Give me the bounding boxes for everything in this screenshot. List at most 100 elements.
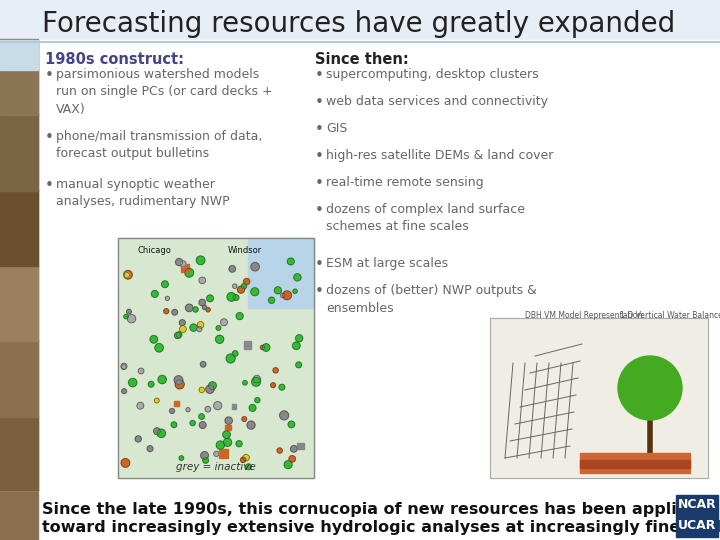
- Circle shape: [186, 304, 193, 312]
- Circle shape: [296, 335, 302, 342]
- Text: manual synoptic weather
analyses, rudimentary NWP: manual synoptic weather analyses, rudime…: [56, 178, 230, 208]
- Bar: [0, 416, 38, 492]
- Text: •: •: [315, 122, 324, 137]
- Circle shape: [283, 291, 292, 300]
- Text: Windsor: Windsor: [228, 246, 262, 255]
- Bar: [232, 404, 236, 408]
- Text: Since the late 1990s, this cornucopia of new resources has been applied: Since the late 1990s, this cornucopia of…: [42, 502, 699, 517]
- Circle shape: [151, 291, 158, 297]
- Text: •: •: [315, 95, 324, 110]
- Text: UCAR: UCAR: [678, 519, 716, 532]
- Circle shape: [127, 309, 131, 314]
- Circle shape: [243, 454, 249, 461]
- Circle shape: [243, 279, 250, 285]
- Circle shape: [253, 375, 261, 383]
- Text: dozens of (better) NWP outputs &
ensembles: dozens of (better) NWP outputs & ensembl…: [326, 284, 537, 314]
- Circle shape: [121, 363, 127, 369]
- Circle shape: [293, 289, 297, 293]
- Bar: [174, 401, 179, 406]
- Bar: [297, 443, 304, 449]
- Text: toward increasingly extensive hydrologic analyses at increasingly fine scales.: toward increasingly extensive hydrologic…: [42, 520, 720, 535]
- Circle shape: [148, 381, 154, 387]
- Circle shape: [246, 464, 251, 470]
- Circle shape: [284, 461, 292, 469]
- Circle shape: [289, 456, 295, 462]
- Circle shape: [157, 429, 166, 437]
- Circle shape: [214, 402, 222, 410]
- Text: NCAR: NCAR: [678, 498, 716, 511]
- Text: supercomputing, desktop clusters: supercomputing, desktop clusters: [326, 68, 539, 81]
- Circle shape: [274, 287, 282, 294]
- Text: 1980s construct:: 1980s construct:: [45, 52, 184, 67]
- Circle shape: [225, 417, 233, 424]
- Circle shape: [215, 335, 224, 343]
- Circle shape: [249, 404, 256, 411]
- Text: •: •: [315, 257, 324, 272]
- Text: •: •: [315, 284, 324, 299]
- Circle shape: [236, 441, 242, 447]
- Bar: [0, 114, 38, 191]
- Circle shape: [618, 356, 682, 420]
- Circle shape: [240, 457, 246, 462]
- Circle shape: [163, 309, 168, 314]
- Circle shape: [271, 383, 276, 388]
- Circle shape: [193, 307, 198, 312]
- Bar: [38, 40, 720, 492]
- Text: phone/mail transmission of data,
forecast output bulletins: phone/mail transmission of data, forecas…: [56, 130, 262, 160]
- Circle shape: [161, 281, 168, 288]
- Bar: [0, 40, 38, 492]
- Text: •: •: [315, 149, 324, 164]
- Bar: [490, 318, 708, 478]
- Text: web data services and connectivity: web data services and connectivity: [326, 95, 548, 108]
- Circle shape: [124, 271, 132, 279]
- Circle shape: [229, 266, 235, 272]
- Circle shape: [281, 293, 285, 298]
- Circle shape: [262, 344, 270, 351]
- Text: •: •: [315, 68, 324, 83]
- Circle shape: [269, 297, 275, 303]
- Circle shape: [127, 314, 135, 323]
- Circle shape: [197, 256, 205, 265]
- Text: •: •: [45, 130, 54, 145]
- Circle shape: [179, 326, 186, 333]
- Circle shape: [199, 299, 205, 306]
- Circle shape: [203, 457, 209, 463]
- Circle shape: [261, 345, 265, 349]
- Text: •: •: [315, 203, 324, 218]
- Text: •: •: [45, 178, 54, 193]
- Text: Chicago: Chicago: [138, 246, 172, 255]
- Circle shape: [200, 362, 206, 367]
- Circle shape: [223, 438, 232, 447]
- Circle shape: [216, 326, 221, 330]
- Circle shape: [291, 446, 297, 452]
- Bar: [0, 492, 720, 540]
- Circle shape: [287, 258, 294, 265]
- Circle shape: [199, 277, 205, 284]
- Text: real-time remote sensing: real-time remote sensing: [326, 176, 484, 189]
- Circle shape: [176, 332, 182, 338]
- Circle shape: [242, 417, 247, 421]
- Circle shape: [129, 379, 137, 387]
- Circle shape: [121, 458, 130, 467]
- Circle shape: [171, 422, 176, 428]
- Circle shape: [135, 436, 141, 442]
- Circle shape: [179, 456, 184, 460]
- Text: parsimonious watershed models
run on single PCs (or card decks +
VAX): parsimonious watershed models run on sin…: [56, 68, 273, 116]
- Circle shape: [216, 441, 225, 449]
- Text: •: •: [45, 68, 54, 83]
- Circle shape: [155, 343, 163, 352]
- Bar: [0, 492, 38, 540]
- Circle shape: [252, 377, 261, 386]
- Circle shape: [288, 421, 294, 428]
- Circle shape: [175, 380, 184, 389]
- Circle shape: [124, 314, 128, 319]
- Bar: [225, 426, 230, 430]
- Bar: [0, 340, 38, 417]
- Circle shape: [138, 368, 144, 374]
- Text: grey = inactive: grey = inactive: [176, 462, 256, 472]
- Text: 1-D Vertical Water Balance: 1-D Vertical Water Balance: [620, 311, 720, 320]
- Circle shape: [179, 320, 185, 326]
- Text: dozens of complex land surface
schemes at fine scales: dozens of complex land surface schemes a…: [326, 203, 525, 233]
- Circle shape: [296, 362, 302, 368]
- Bar: [580, 460, 690, 468]
